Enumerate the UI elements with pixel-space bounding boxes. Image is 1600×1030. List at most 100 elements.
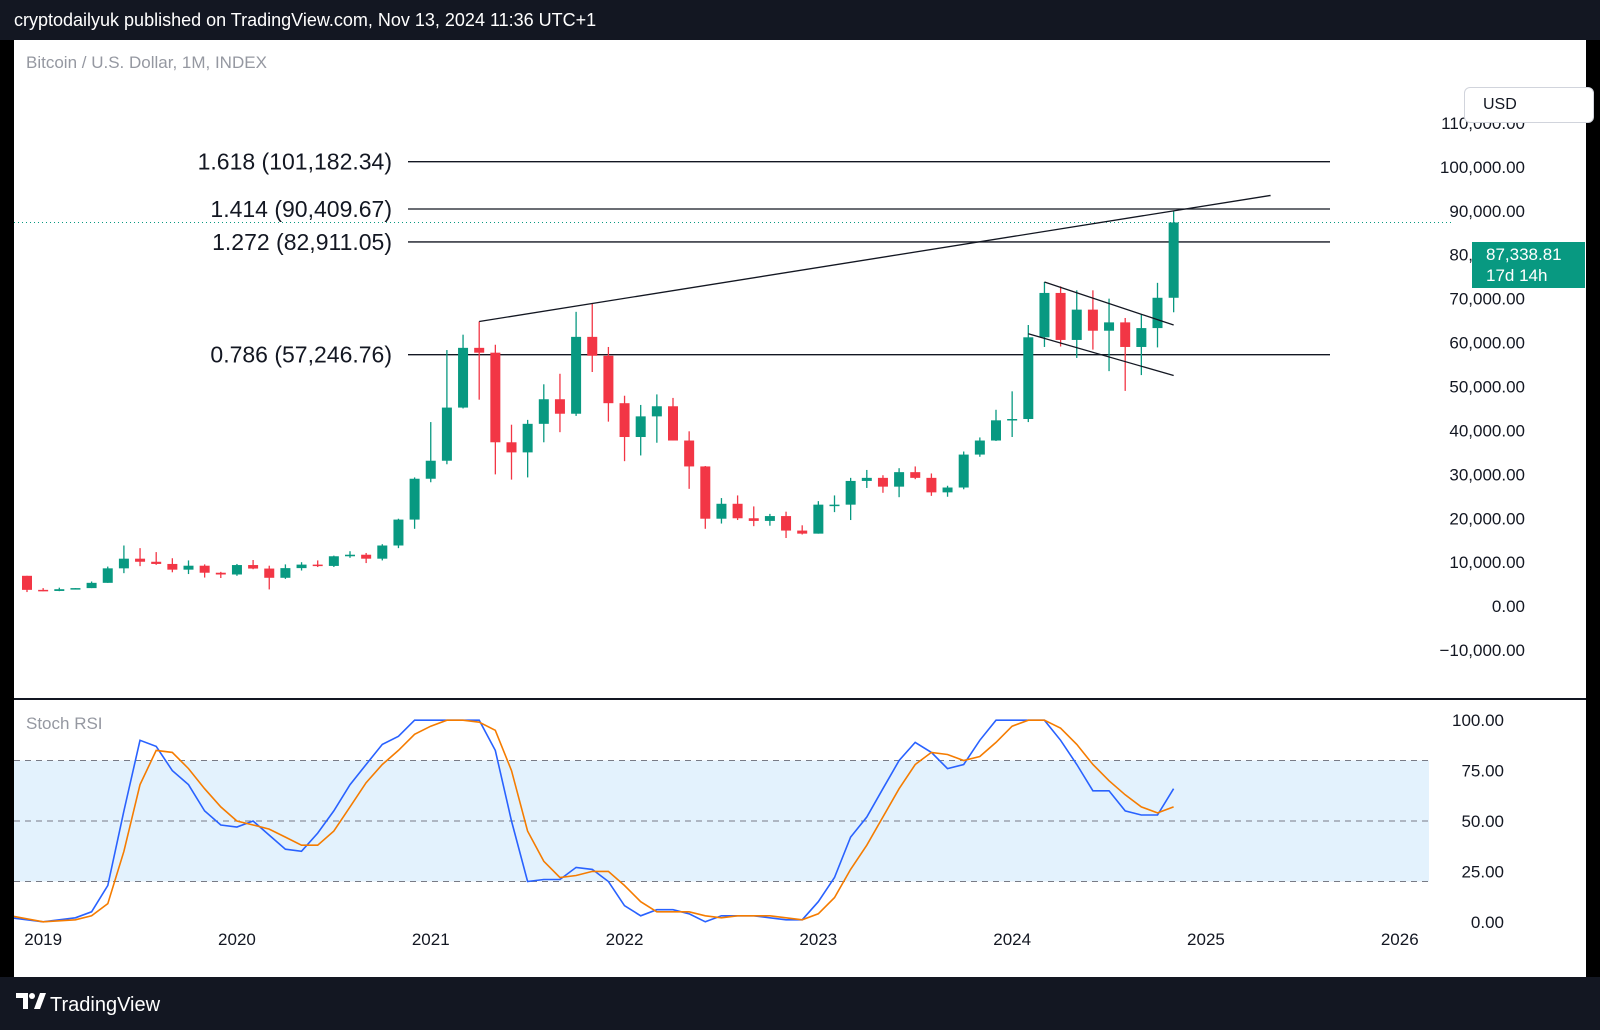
chart-svg[interactable]: 1.618 (101,182.34) 1.414 (90,409.67) 1.272… [10,40,1586,977]
candle-body [1152,297,1163,329]
candle[interactable] [1039,281,1050,347]
candle[interactable] [118,545,129,574]
price-axis-tick-label: 90,000.00 [1449,202,1525,221]
candle[interactable] [1023,325,1034,423]
candle[interactable] [732,495,743,521]
candle[interactable] [1055,286,1066,347]
price-axis-tick-label: −10,000.00 [1439,641,1525,660]
price-axis-tick-label: 70,000.00 [1449,290,1525,309]
candle-body [894,472,905,487]
candle[interactable] [151,552,162,565]
candle[interactable] [942,485,953,497]
candle-body [458,347,469,408]
time-axis-tick-label: 2022 [606,930,644,949]
candle[interactable] [361,552,372,564]
candle[interactable] [1168,211,1179,313]
candle[interactable] [684,431,695,489]
tradingview-logo-icon[interactable] [16,991,46,1011]
candle[interactable] [538,384,549,443]
candle-body [1007,419,1018,421]
stoch-k-line[interactable] [10,719,1175,923]
candle[interactable] [490,344,501,475]
candle[interactable] [619,395,630,462]
candle[interactable] [700,466,711,529]
candle[interactable] [231,563,242,576]
candle[interactable] [522,419,533,478]
candle[interactable] [377,544,388,561]
trend-line[interactable] [1028,333,1174,377]
candle-body [829,504,840,507]
candle-body [296,564,307,569]
candle[interactable] [86,581,97,589]
candle[interactable] [215,571,226,579]
candle[interactable] [748,506,759,527]
candle[interactable] [877,475,888,493]
candle[interactable] [312,560,323,568]
candle[interactable] [296,562,307,571]
candle[interactable] [781,511,792,539]
fib-level-label: 1.414 (90,409.67) [210,196,392,222]
candle[interactable] [958,451,969,490]
candle[interactable] [393,518,404,549]
candle[interactable] [1007,391,1018,438]
candle[interactable] [409,477,420,529]
candle[interactable] [716,498,727,524]
candle[interactable] [974,437,985,457]
candle[interactable] [328,555,339,568]
candle[interactable] [554,373,565,433]
last-price-tag: 87,338.81 17d 14h [1472,242,1585,288]
candle[interactable] [764,513,775,526]
candle-body [522,423,533,453]
candle[interactable] [991,409,1001,441]
candle[interactable] [603,346,614,422]
candle[interactable] [845,477,856,521]
candle[interactable] [1104,298,1115,372]
candle[interactable] [926,473,937,496]
candle[interactable] [1136,314,1147,376]
candle[interactable] [894,468,905,498]
candle[interactable] [38,588,49,592]
candle[interactable] [102,566,113,583]
candle[interactable] [345,551,355,558]
candle[interactable] [1120,317,1131,391]
candle[interactable] [829,495,840,513]
candle[interactable] [167,558,178,573]
candle[interactable] [506,424,517,480]
price-axis-tick-label: 10,000.00 [1449,553,1525,572]
trend-line[interactable] [479,194,1271,323]
candle-body [861,477,872,481]
candle[interactable] [441,350,452,465]
candle[interactable] [1152,282,1163,348]
candle[interactable] [458,334,469,409]
candle[interactable] [199,564,210,578]
candle[interactable] [135,548,146,567]
candle[interactable] [651,394,662,443]
candle[interactable] [861,469,872,488]
candle[interactable] [571,311,582,416]
candle[interactable] [54,587,65,592]
candle[interactable] [70,588,81,590]
published-info: cryptodailyuk published on TradingView.c… [14,10,597,30]
trend-line[interactable] [1044,281,1174,326]
candle[interactable] [264,565,275,590]
candle[interactable] [635,404,646,456]
candle[interactable] [1087,290,1098,350]
chart-panel[interactable]: 1.618 (101,182.34) 1.414 (90,409.67) 1.272… [10,40,1594,977]
candle[interactable] [797,525,808,535]
candle-body [328,556,339,566]
candle[interactable] [474,321,485,400]
candle[interactable] [1071,290,1082,358]
candle[interactable] [280,564,291,579]
candle[interactable] [183,560,194,575]
candle[interactable] [22,575,32,593]
candle[interactable] [910,466,921,480]
tradingview-brand[interactable]: TradingView [50,994,161,1016]
last-price-value: 87,338.81 [1486,245,1562,264]
candle[interactable] [587,303,598,373]
currency-button[interactable]: USD [1464,87,1594,123]
candle[interactable] [668,397,678,441]
candle[interactable] [425,422,436,483]
candle[interactable] [248,559,259,570]
stoch-d-line[interactable] [10,719,1174,923]
candle[interactable] [813,501,824,534]
